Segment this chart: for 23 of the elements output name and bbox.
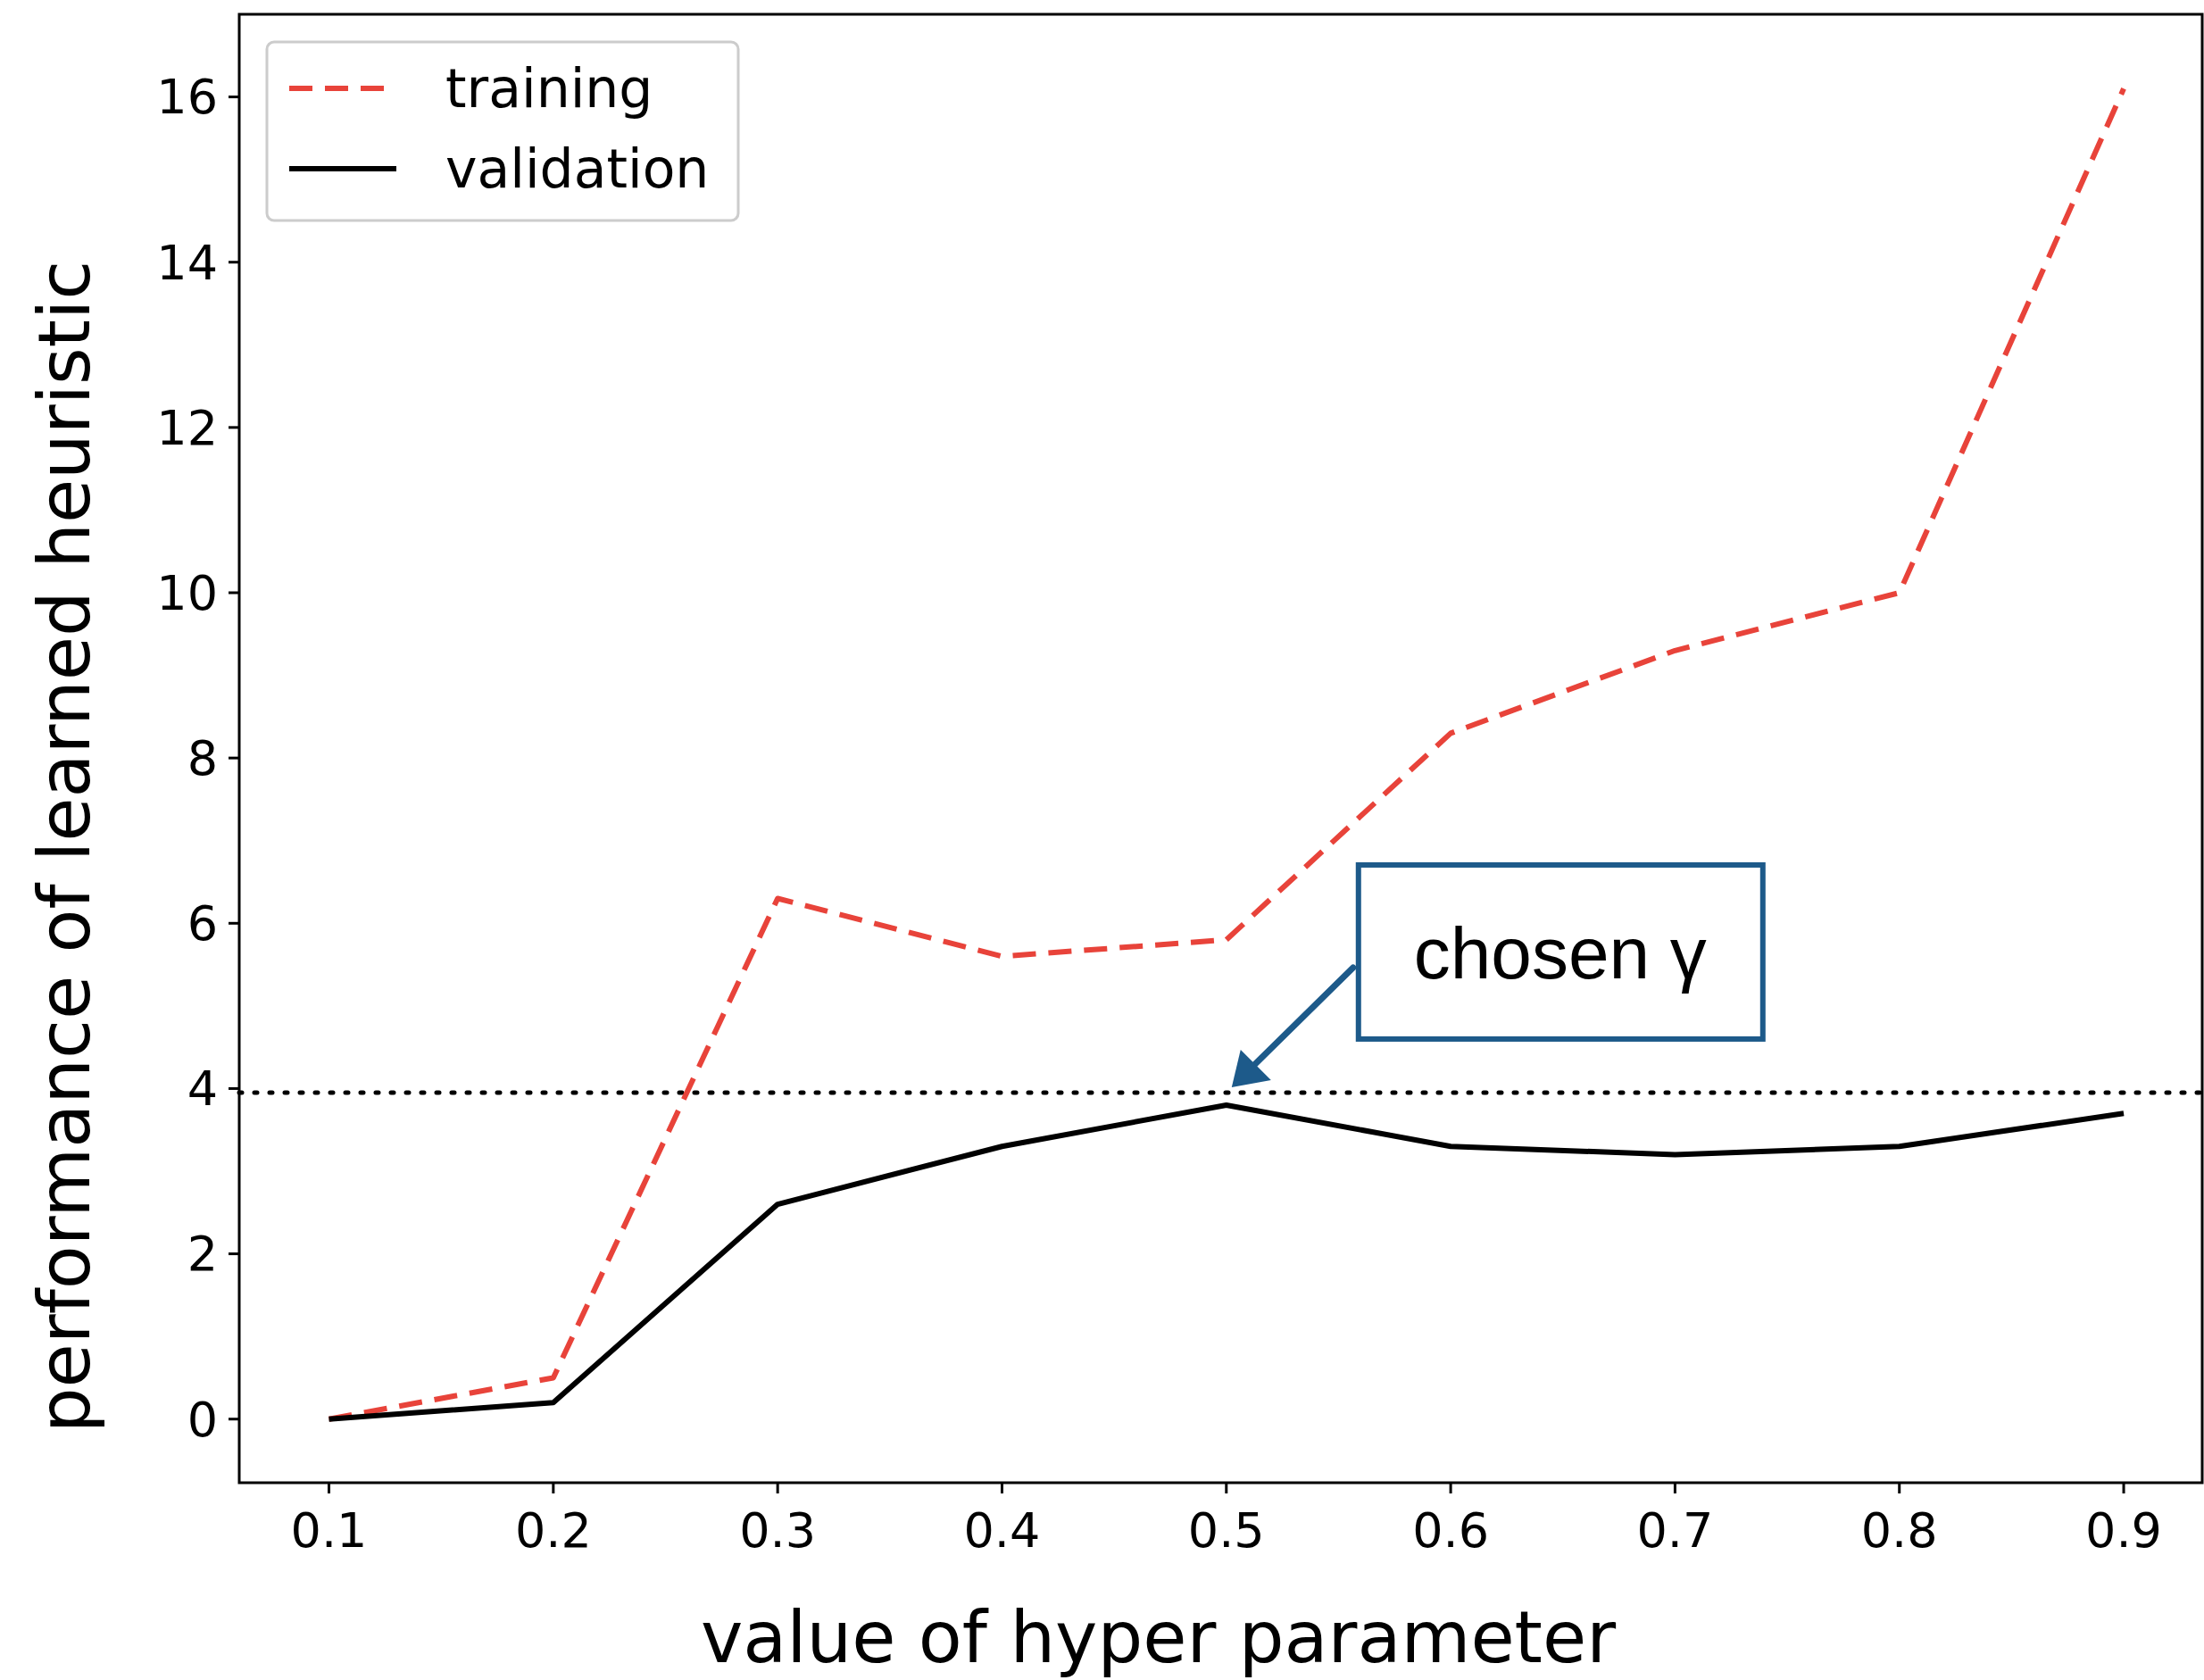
x-tick-label: 0.8 (1860, 1502, 1938, 1559)
y-tick-label: 10 (156, 564, 218, 621)
x-tick-label: 0.9 (2085, 1502, 2162, 1559)
y-tick-label: 6 (187, 895, 218, 952)
x-tick-label: 0.1 (290, 1502, 368, 1559)
y-tick-label: 16 (156, 69, 218, 126)
x-tick-label: 0.6 (1412, 1502, 1490, 1559)
y-axis-title: performance of learned heuristic (23, 260, 106, 1434)
x-tick-label: 0.3 (739, 1502, 817, 1559)
x-tick-label: 0.7 (1636, 1502, 1714, 1559)
x-axis-title: value of hyper parameter (700, 1596, 1617, 1679)
legend-label: training (445, 57, 653, 120)
x-tick-label: 0.5 (1187, 1502, 1265, 1559)
x-tick-label: 0.4 (963, 1502, 1041, 1559)
y-tick-label: 0 (187, 1391, 218, 1448)
y-tick-label: 12 (156, 399, 218, 456)
y-tick-label: 4 (187, 1060, 218, 1118)
annotation: chosen γ (1413, 911, 1707, 994)
x-tick-label: 0.2 (514, 1502, 592, 1559)
legend-label: validation (445, 137, 710, 200)
y-tick-label: 14 (156, 234, 218, 291)
y-tick-label: 8 (187, 730, 218, 787)
y-tick-label: 2 (187, 1226, 218, 1283)
